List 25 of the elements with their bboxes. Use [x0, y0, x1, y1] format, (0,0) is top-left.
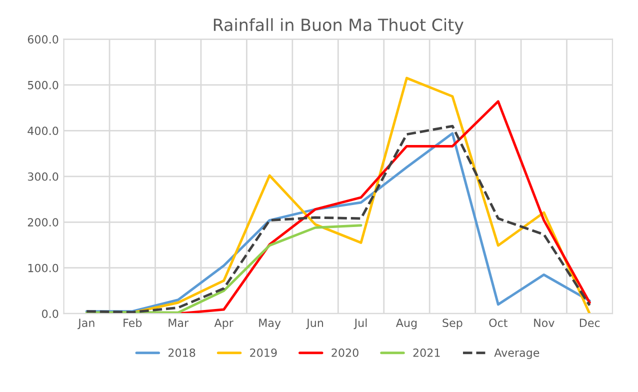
- legend-label: Average: [494, 348, 540, 360]
- y-tick-label: 100.0: [28, 264, 58, 272]
- x-tick-label: May: [259, 318, 281, 330]
- x-tick-label: Mar: [168, 318, 189, 328]
- legend-label: 2020: [332, 348, 358, 357]
- x-tick-label: Aug: [396, 318, 417, 330]
- y-tick-label: 200.0: [28, 218, 58, 227]
- x-tick-label: Jan: [78, 318, 94, 330]
- x-tick-label: Jun: [306, 318, 324, 330]
- y-tick-label: 0.0: [42, 310, 58, 318]
- x-tick-label: Dec: [580, 318, 600, 328]
- x-tick-label: Nov: [534, 318, 554, 328]
- y-tick-label: 500.0: [28, 80, 58, 90]
- x-tick-label: Jul: [354, 318, 367, 330]
- y-tick-label: 600.0: [28, 35, 58, 44]
- legend-label: 2018: [168, 348, 196, 357]
- y-tick-label: 400.0: [28, 126, 58, 136]
- y-tick-label: 300.0: [28, 172, 58, 181]
- legend-label: 2021: [413, 348, 440, 357]
- chart-title: Rainfall in Buon Ma Thuot City: [214, 18, 464, 34]
- x-tick-label: Feb: [124, 318, 142, 328]
- x-tick-label: Apr: [214, 318, 234, 330]
- x-tick-label: Oct: [489, 318, 508, 328]
- legend-label: 2019: [250, 348, 277, 357]
- x-tick-label: Sep: [442, 318, 462, 330]
